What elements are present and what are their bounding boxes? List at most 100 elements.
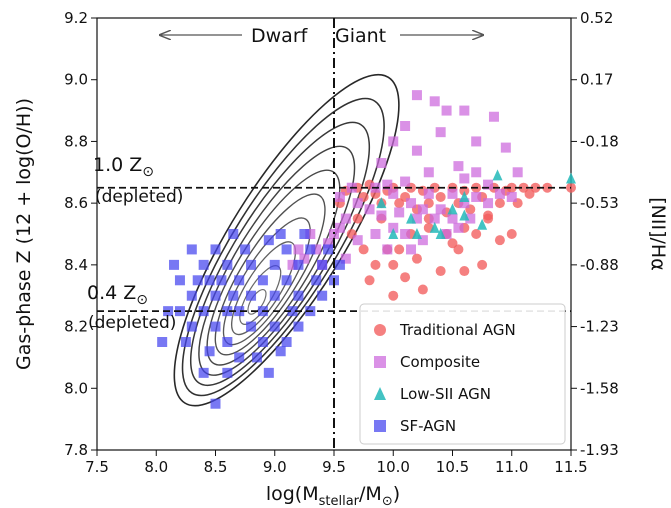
legend: Traditional AGN Composite Low-SII AGN SF-AG… xyxy=(359,303,566,445)
data-point xyxy=(494,188,505,199)
y-axis-title-left: Gas-phase Z (12 + log(O/H)) xyxy=(13,98,35,370)
contour-line xyxy=(181,97,385,397)
data-point xyxy=(311,244,322,255)
dwarf-label: Dwarf xyxy=(251,25,309,47)
y-tick-label-left: 8.0 xyxy=(64,379,88,397)
data-point xyxy=(423,188,434,199)
data-point xyxy=(299,229,310,239)
svg-text:1.0 Z⊙: 1.0 Z⊙ xyxy=(93,154,154,180)
data-point xyxy=(429,96,440,107)
data-point xyxy=(530,182,541,193)
data-point xyxy=(471,229,482,239)
data-point xyxy=(180,337,191,347)
data-point xyxy=(186,290,197,301)
data-point xyxy=(222,259,233,270)
data-point xyxy=(334,222,345,233)
y-tick-label-right: -1.58 xyxy=(580,379,619,397)
data-point xyxy=(459,173,470,184)
x-tick-label: 11.5 xyxy=(554,458,587,476)
data-point xyxy=(216,275,227,286)
data-point xyxy=(382,179,393,190)
data-point xyxy=(453,222,464,233)
data-point xyxy=(388,259,399,270)
data-point xyxy=(406,198,417,209)
data-point xyxy=(198,259,209,270)
data-point xyxy=(281,275,292,286)
data-point xyxy=(269,321,280,332)
dwarf-giant-annotation: Dwarf Giant xyxy=(160,25,483,47)
data-point xyxy=(287,259,298,270)
data-point xyxy=(465,213,476,224)
data-point xyxy=(323,244,334,255)
data-point xyxy=(287,306,298,317)
data-point xyxy=(204,346,215,357)
data-point xyxy=(566,172,576,184)
data-point xyxy=(441,105,452,116)
data-point xyxy=(317,290,328,301)
data-point xyxy=(228,290,239,301)
data-point xyxy=(447,203,458,215)
data-point xyxy=(518,182,529,193)
data-point xyxy=(174,275,185,286)
data-point xyxy=(471,136,482,147)
data-point xyxy=(417,204,428,215)
data-point xyxy=(210,398,221,409)
data-point xyxy=(317,259,328,270)
data-point xyxy=(411,90,422,101)
x-axis-title: log(Mstellar/M⊙) xyxy=(266,483,400,508)
y-tick-label-left: 8.4 xyxy=(64,256,88,274)
data-point xyxy=(488,111,499,122)
data-point xyxy=(483,213,494,224)
y-axis-title-right: [NII]/Hα xyxy=(647,197,669,270)
data-point xyxy=(352,213,363,224)
contour-line xyxy=(214,193,326,356)
data-point xyxy=(435,127,446,138)
data-point xyxy=(210,290,221,301)
data-point xyxy=(459,198,470,209)
data-point xyxy=(334,259,345,270)
svg-text:0.4 Z⊙: 0.4 Z⊙ xyxy=(87,282,148,308)
data-point xyxy=(406,212,417,224)
data-point xyxy=(417,235,428,246)
y-tick-label-left: 8.8 xyxy=(64,132,88,150)
data-point xyxy=(251,352,262,363)
data-point xyxy=(394,207,405,218)
data-point xyxy=(192,275,203,286)
data-point xyxy=(435,228,446,239)
data-point xyxy=(453,161,464,172)
data-point xyxy=(400,229,411,239)
data-point xyxy=(477,218,488,230)
legend-marker xyxy=(374,387,386,400)
data-point xyxy=(234,352,245,363)
data-point xyxy=(204,275,215,286)
data-point xyxy=(263,235,274,246)
data-point xyxy=(234,275,245,286)
solar1-note: (depleted) xyxy=(95,187,183,207)
data-point xyxy=(246,259,257,270)
data-point xyxy=(394,198,405,209)
y-tick-label-right: -0.88 xyxy=(580,256,619,274)
contour-line xyxy=(173,73,400,407)
solar1-sym: ⊙ xyxy=(142,164,154,180)
data-point xyxy=(305,229,316,239)
data-point xyxy=(483,198,494,209)
data-point xyxy=(411,145,422,156)
data-point xyxy=(228,229,239,239)
data-point xyxy=(157,337,168,347)
data-point xyxy=(471,167,482,178)
data-point xyxy=(492,169,503,181)
data-point xyxy=(376,158,387,169)
data-point xyxy=(388,222,399,233)
reference-lines xyxy=(97,18,571,450)
y-tick-label-right: 0.17 xyxy=(580,71,613,89)
data-point xyxy=(370,229,381,239)
data-point xyxy=(257,275,268,286)
data-point xyxy=(323,238,334,249)
data-point xyxy=(506,182,517,193)
y-tick-label-right: -1.23 xyxy=(580,318,619,336)
y-tick-label-left: 7.8 xyxy=(64,441,88,459)
data-point xyxy=(388,228,399,239)
data-point xyxy=(388,188,399,199)
data-point xyxy=(281,244,292,255)
data-point xyxy=(257,337,268,347)
